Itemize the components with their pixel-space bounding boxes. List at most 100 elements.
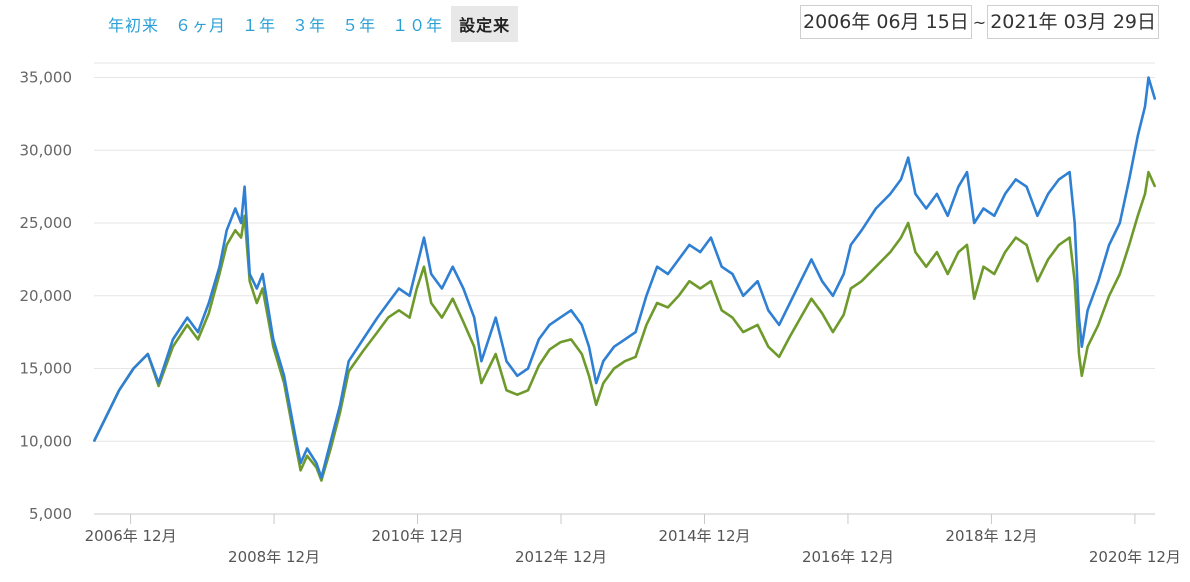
data-point: [810, 258, 813, 260]
data-point: [1069, 171, 1071, 173]
data-point: [588, 375, 590, 377]
data-point: [559, 341, 561, 343]
data-point: [789, 302, 791, 304]
data-point: [300, 462, 302, 464]
period-10y-button[interactable]: １０年: [392, 16, 444, 35]
data-point: [688, 244, 691, 246]
data-point: [398, 287, 400, 290]
data-point: [1097, 324, 1099, 326]
data-point: [1078, 353, 1080, 355]
data-point: [249, 280, 251, 282]
period-5y-button[interactable]: ５年: [342, 16, 377, 35]
data-point: [1147, 76, 1150, 79]
data-point: [861, 280, 863, 282]
data-point: [843, 314, 845, 316]
data-point: [272, 338, 274, 340]
data-point: [1074, 280, 1076, 282]
data-point: [767, 309, 769, 311]
data-point: [613, 346, 615, 348]
data-point: [172, 338, 174, 340]
data-point: [1137, 215, 1139, 217]
data-point: [832, 295, 834, 297]
y-tick-label: 5,000: [29, 505, 72, 523]
data-point: [936, 193, 938, 195]
data-point: [1047, 258, 1049, 260]
data-point: [1128, 178, 1130, 180]
period-6m-button[interactable]: ６ヶ月: [175, 16, 227, 35]
data-point: [416, 287, 418, 290]
data-point: [889, 193, 891, 195]
data-point: [900, 237, 902, 239]
data-point: [1081, 375, 1083, 377]
data-point: [1078, 317, 1080, 319]
data-point: [595, 404, 597, 406]
data-point: [1147, 171, 1150, 173]
data-point: [462, 321, 464, 323]
series-line-green: [92, 170, 1157, 482]
data-point: [757, 280, 759, 282]
data-point: [742, 331, 744, 333]
period-1y-button[interactable]: １年: [242, 16, 277, 35]
y-tick-label: 10,000: [20, 432, 73, 450]
end-date-input[interactable]: 2021年 03月 29日: [987, 5, 1159, 39]
x-tick-label: 2014年 12月: [658, 527, 750, 545]
data-point: [957, 186, 960, 188]
data-point: [624, 338, 626, 340]
data-point: [699, 287, 701, 290]
data-point: [624, 360, 626, 362]
period-ytd-button[interactable]: 年初来: [108, 16, 160, 35]
data-point: [1026, 244, 1028, 246]
data-point: [821, 312, 823, 314]
data-point: [1087, 309, 1089, 311]
data-point: [757, 324, 759, 326]
data-point: [1081, 346, 1083, 348]
date-range: 2006年 06月 15日 ~ 2021年 03月 29日: [800, 5, 1159, 39]
period-3y-button[interactable]: ３年: [292, 16, 327, 35]
data-point: [1144, 106, 1146, 108]
start-date-input[interactable]: 2006年 06月 15日: [800, 5, 972, 39]
x-axis: 2006年 12月 2008年 12月 2010年 12月 2012年 12月 2014…: [85, 513, 1181, 566]
data-point: [409, 317, 411, 319]
data-point: [1119, 222, 1121, 224]
data-point: [947, 273, 949, 275]
data-point: [925, 207, 927, 210]
data-point: [348, 370, 350, 372]
data-point: [226, 229, 228, 231]
data-point: [1004, 251, 1006, 253]
data-point: [832, 331, 834, 333]
data-point: [1058, 244, 1060, 246]
data-point: [527, 367, 529, 370]
data-point: [982, 266, 985, 268]
data-point: [581, 353, 583, 355]
data-point: [249, 273, 251, 275]
data-point: [387, 302, 389, 304]
data-point: [272, 346, 274, 348]
data-point: [158, 382, 160, 384]
data-point: [330, 440, 332, 442]
data-point: [742, 295, 744, 297]
data-point: [505, 360, 508, 362]
data-point: [966, 171, 968, 173]
data-point: [595, 382, 597, 384]
data-point: [234, 229, 236, 231]
data-point: [186, 317, 188, 319]
data-point: [1097, 280, 1099, 282]
x-tick-label: 2008年 12月: [228, 548, 320, 566]
x-tick-label: 2010年 12月: [372, 527, 464, 545]
series-lines: [92, 76, 1157, 482]
data-point: [947, 215, 949, 217]
data-point: [588, 346, 590, 348]
data-point: [244, 215, 246, 217]
data-point: [240, 237, 242, 239]
data-point: [982, 207, 985, 210]
data-point: [306, 447, 308, 450]
data-point: [581, 324, 583, 326]
data-point: [488, 367, 490, 370]
series-line-blue: [92, 76, 1157, 479]
period-since-inception-button[interactable]: 設定来: [451, 6, 519, 42]
data-point: [1074, 222, 1076, 224]
data-point: [1004, 193, 1006, 195]
data-point: [914, 193, 917, 195]
x-tick-label: 2018年 12月: [945, 527, 1037, 545]
